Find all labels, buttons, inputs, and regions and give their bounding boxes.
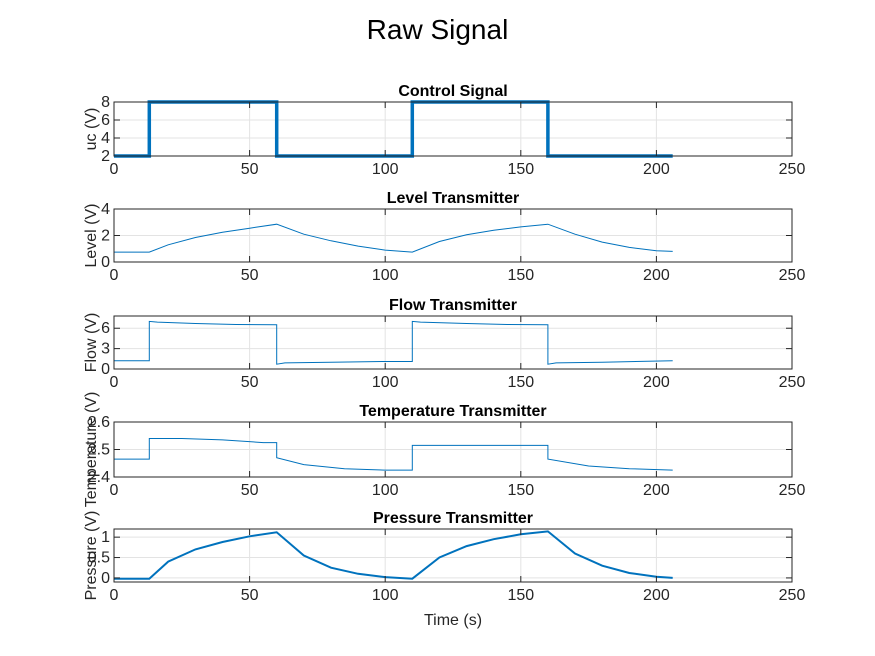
y-tick-label: 8 bbox=[101, 94, 110, 111]
y-tick-label: 6 bbox=[101, 320, 110, 337]
y-axis-label: Level (V) bbox=[83, 203, 100, 267]
y-tick-label: 2 bbox=[101, 228, 110, 245]
x-tick-label: 100 bbox=[372, 374, 399, 391]
x-tick-label: 200 bbox=[643, 161, 670, 178]
x-tick-label: 200 bbox=[643, 267, 670, 284]
subplot-title: Pressure Transmitter bbox=[373, 510, 533, 527]
x-tick-label: 150 bbox=[507, 161, 534, 178]
x-tick-label: 200 bbox=[643, 374, 670, 391]
x-tick-label: 100 bbox=[372, 161, 399, 178]
x-tick-label: 0 bbox=[110, 374, 119, 391]
y-tick-label: 0 bbox=[101, 361, 110, 378]
x-tick-label: 150 bbox=[507, 482, 534, 499]
figure-title: Raw Signal bbox=[366, 14, 509, 45]
y-tick-label: 2.6 bbox=[88, 414, 110, 431]
y-axis-label: Pressure (V) bbox=[83, 511, 100, 601]
x-tick-label: 0 bbox=[110, 267, 119, 284]
subplot-title: Flow Transmitter bbox=[389, 297, 517, 314]
x-tick-label: 50 bbox=[241, 267, 259, 284]
subplot-title: Control Signal bbox=[398, 83, 507, 100]
x-tick-label: 250 bbox=[779, 374, 806, 391]
x-axis-label: Time (s) bbox=[424, 612, 482, 629]
y-axis-label: Flow (V) bbox=[83, 313, 100, 373]
y-axis-label: uc (V) bbox=[83, 108, 100, 151]
y-tick-label: 2.4 bbox=[88, 469, 110, 486]
axes-border bbox=[113, 101, 793, 157]
x-tick-label: 150 bbox=[507, 374, 534, 391]
x-tick-label: 100 bbox=[372, 267, 399, 284]
axes-border bbox=[113, 315, 793, 370]
axes-background bbox=[114, 102, 792, 156]
series-line bbox=[114, 223, 673, 253]
axes-border bbox=[113, 528, 793, 583]
x-tick-label: 0 bbox=[110, 161, 119, 178]
x-tick-label: 150 bbox=[507, 587, 534, 604]
y-tick-label: 0 bbox=[101, 254, 110, 271]
x-tick-label: 100 bbox=[372, 587, 399, 604]
x-tick-label: 250 bbox=[779, 587, 806, 604]
axes-background bbox=[114, 316, 792, 369]
y-tick-label: 4 bbox=[101, 130, 110, 147]
x-tick-label: 50 bbox=[241, 482, 259, 499]
y-tick-label: 2.5 bbox=[88, 442, 110, 459]
x-tick-label: 100 bbox=[372, 482, 399, 499]
y-tick-label: 0.5 bbox=[88, 550, 110, 567]
x-tick-label: 250 bbox=[779, 161, 806, 178]
y-tick-label: 2 bbox=[101, 148, 110, 165]
x-tick-label: 250 bbox=[779, 482, 806, 499]
series-line bbox=[114, 530, 673, 580]
axes-background bbox=[114, 529, 792, 582]
subplot-title: Level Transmitter bbox=[387, 190, 520, 207]
y-axis-label: Temperature (V) bbox=[83, 392, 100, 508]
y-tick-label: 1 bbox=[101, 529, 110, 546]
x-tick-label: 50 bbox=[241, 161, 259, 178]
subplot-title: Temperature Transmitter bbox=[359, 403, 546, 420]
x-tick-label: 0 bbox=[110, 482, 119, 499]
y-tick-label: 3 bbox=[101, 341, 110, 358]
x-tick-label: 50 bbox=[241, 374, 259, 391]
x-tick-label: 200 bbox=[643, 587, 670, 604]
x-tick-label: 150 bbox=[507, 267, 534, 284]
x-tick-label: 200 bbox=[643, 482, 670, 499]
series-line bbox=[114, 438, 673, 471]
y-tick-label: 4 bbox=[101, 201, 110, 218]
x-tick-label: 50 bbox=[241, 587, 259, 604]
series-line bbox=[114, 320, 673, 365]
x-tick-label: 0 bbox=[110, 587, 119, 604]
y-tick-label: 6 bbox=[101, 112, 110, 129]
y-tick-label: 0 bbox=[101, 570, 110, 587]
x-tick-label: 250 bbox=[779, 267, 806, 284]
